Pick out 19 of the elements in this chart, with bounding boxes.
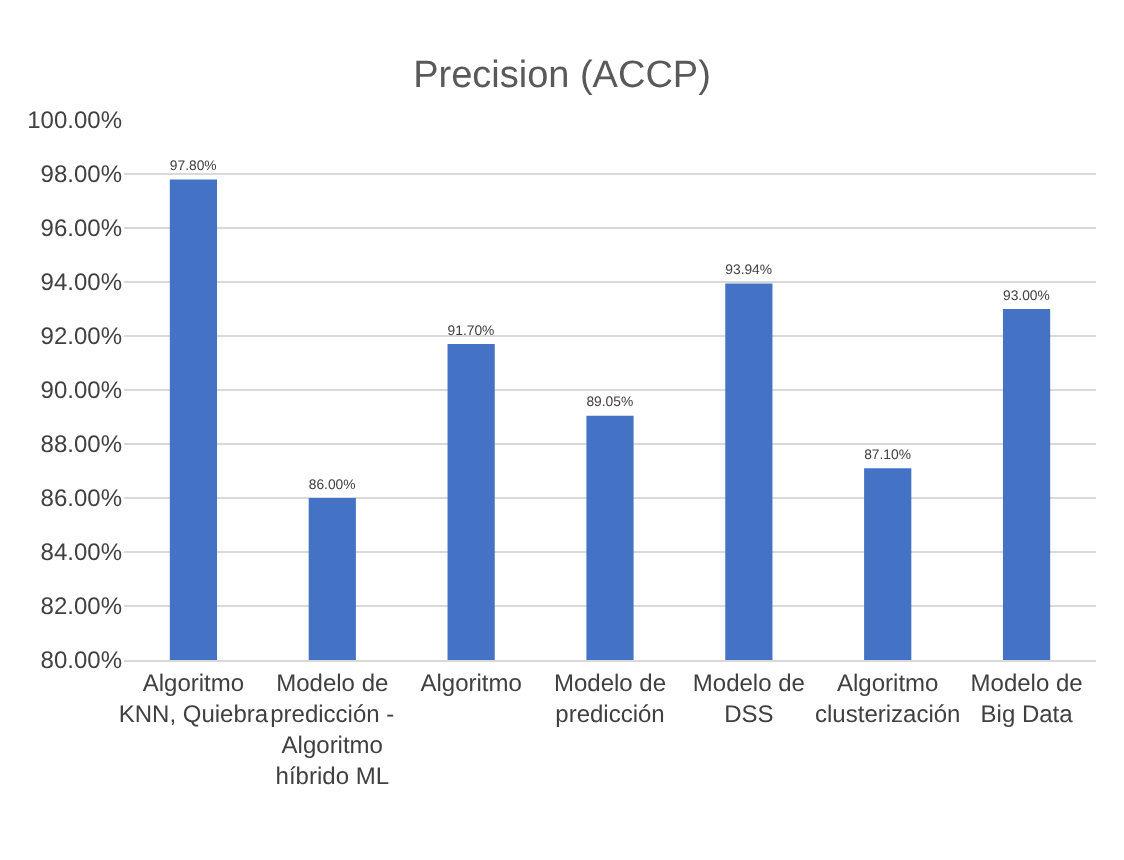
x-tick-label: Algoritmo clusterización [815,668,961,728]
chart-title: Precision (ACCP) [413,54,711,97]
y-tick-label: 84.00% [40,538,123,567]
x-tick-label: Algoritmo [420,668,523,697]
y-tick-label: 82.00% [40,592,123,621]
x-tick-label: Modelo de predicción - Algoritmo híbrido ML [270,668,395,791]
y-tick-label: 86.00% [40,484,123,513]
x-tick-label: Modelo de predicción [553,668,667,728]
y-tick-label: 92.00% [40,322,123,351]
y-tick-label: 88.00% [40,430,123,459]
y-tick-label: 96.00% [40,214,123,243]
y-tick-label: 100.00% [27,106,123,135]
x-tick-label: Modelo de DSS [692,668,806,728]
y-tick-label: 94.00% [40,268,123,297]
y-tick-label: 90.00% [40,376,123,405]
y-tick-label: 98.00% [40,160,123,189]
y-tick-label: 80.00% [40,646,123,675]
x-tick-label: Algoritmo KNN, Quiebra [118,668,269,728]
x-tick-label: Modelo de Big Data [970,668,1084,728]
